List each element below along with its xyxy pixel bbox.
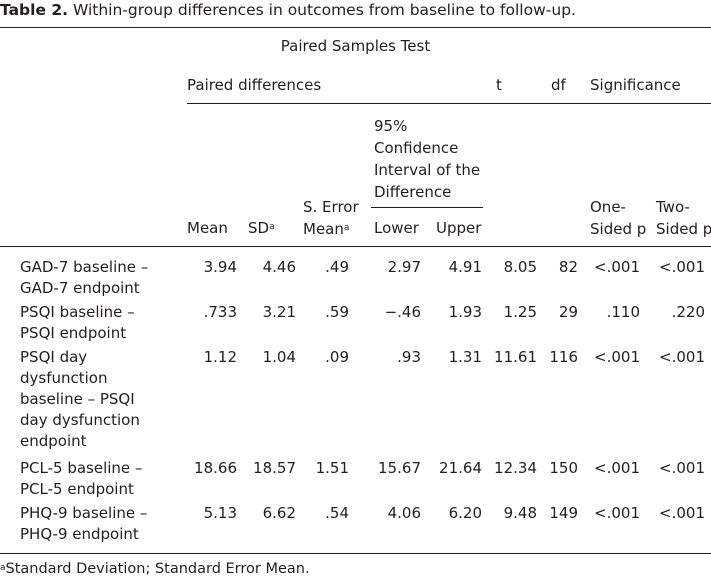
row-label: PCL-5 baseline – PCL-5 endpoint: [20, 459, 143, 498]
cell-sd: 1.04: [262, 348, 296, 366]
df-header: df: [551, 76, 566, 94]
cell-one-sided: <.001: [594, 504, 640, 522]
cell-mean: 5.13: [203, 504, 237, 522]
cell-one-sided: <.001: [594, 348, 640, 366]
cell-t: 9.48: [503, 504, 537, 522]
footnote-sup: a: [0, 563, 6, 573]
ci-header-line: Confidence: [374, 139, 459, 157]
cell-df: 150: [549, 459, 578, 477]
footnote: aStandard Deviation; Standard Error Mean…: [0, 559, 310, 580]
cell-mean: .733: [203, 303, 237, 321]
cell-two-sided: <.001: [659, 504, 705, 522]
paired-differences-header: Paired differences: [187, 76, 322, 94]
col-two-sided: Two- Sided p: [656, 196, 711, 240]
col-se-label: Mean: [303, 220, 344, 238]
row-label: PSQI baseline – PSQI endpoint: [20, 303, 135, 342]
ci-header: 95% Confidence Interval of the Differenc…: [374, 115, 480, 203]
ci-header-line: Difference: [374, 183, 452, 201]
cell-sd: 3.21: [262, 303, 296, 321]
cell-t: 8.05: [503, 258, 537, 276]
cell-upper: 21.64: [439, 459, 482, 477]
col-lower: Lower: [374, 219, 419, 237]
col-one-sided-line1: One-: [590, 198, 626, 216]
row-label: PSQI day dysfunction baseline – PSQI day…: [20, 348, 140, 450]
cell-sd: 18.57: [253, 459, 296, 477]
cell-mean: 3.94: [203, 258, 237, 276]
cell-one-sided: .110: [606, 303, 640, 321]
col-sd-sup: a: [269, 222, 275, 232]
table-title: Paired Samples Test: [280, 37, 431, 55]
col-one-sided: One- Sided p: [590, 196, 646, 240]
cell-mean: 18.66: [194, 459, 237, 477]
cell-se: .09: [325, 348, 349, 366]
cell-two-sided: <.001: [659, 459, 705, 477]
header-rule: [0, 246, 711, 247]
ci-header-line: 95%: [374, 117, 408, 135]
group-header-rule: [187, 103, 711, 104]
cell-one-sided: <.001: [594, 459, 640, 477]
cell-mean: 1.12: [203, 348, 237, 366]
cell-t: 1.25: [503, 303, 537, 321]
bottom-rule: [0, 553, 711, 554]
cell-upper: 6.20: [448, 504, 482, 522]
table-caption-text: Within-group differences in outcomes fro…: [72, 1, 576, 19]
cell-se: .59: [325, 303, 349, 321]
table-caption: Table 2. Within-group differences in out…: [0, 0, 576, 21]
footnote-text: Standard Deviation; Standard Error Mean.: [5, 561, 310, 577]
col-sd-label: SD: [248, 219, 270, 237]
ci-header-line: Interval of the: [374, 161, 481, 179]
cell-lower: .93: [397, 348, 421, 366]
cell-se: .54: [325, 504, 349, 522]
cell-two-sided: <.001: [659, 258, 705, 276]
col-se: S. Error Meana: [303, 196, 359, 240]
col-se-line1: S. Error: [303, 198, 359, 216]
cell-lower: −.46: [384, 303, 421, 321]
cell-df: 116: [549, 348, 578, 366]
significance-header: Significance: [590, 76, 681, 94]
cell-lower: 2.97: [387, 258, 421, 276]
cell-lower: 4.06: [387, 504, 421, 522]
cell-sd: 4.46: [262, 258, 296, 276]
cell-t: 11.61: [494, 348, 537, 366]
cell-upper: 1.31: [448, 348, 482, 366]
cell-two-sided: .220: [671, 303, 705, 321]
cell-two-sided: <.001: [659, 348, 705, 366]
cell-sd: 6.62: [262, 504, 296, 522]
ci-rule: [371, 207, 483, 208]
t-header: t: [496, 76, 502, 94]
col-one-sided-line2: Sided p: [590, 220, 647, 238]
col-two-sided-line2: Sided p: [656, 220, 711, 238]
cell-df: 149: [549, 504, 578, 522]
col-sd: SDa: [248, 218, 275, 239]
top-rule: [0, 27, 711, 28]
cell-se: 1.51: [315, 459, 349, 477]
col-se-sup: a: [343, 223, 350, 233]
table-caption-label: Table 2.: [0, 1, 69, 19]
cell-df: 29: [558, 303, 578, 321]
cell-lower: 15.67: [378, 459, 421, 477]
cell-df: 82: [558, 258, 578, 276]
col-mean: Mean: [187, 219, 228, 237]
cell-one-sided: <.001: [594, 258, 640, 276]
row-label: GAD-7 baseline – GAD-7 endpoint: [20, 258, 149, 297]
row-label: PHQ-9 baseline – PHQ-9 endpoint: [20, 504, 148, 543]
cell-upper: 4.91: [448, 258, 482, 276]
cell-se: .49: [325, 258, 349, 276]
col-se-line2: Meana: [303, 218, 359, 240]
cell-upper: 1.93: [448, 303, 482, 321]
cell-t: 12.34: [494, 459, 537, 477]
col-upper: Upper: [436, 219, 482, 237]
col-two-sided-line1: Two-: [656, 198, 690, 216]
